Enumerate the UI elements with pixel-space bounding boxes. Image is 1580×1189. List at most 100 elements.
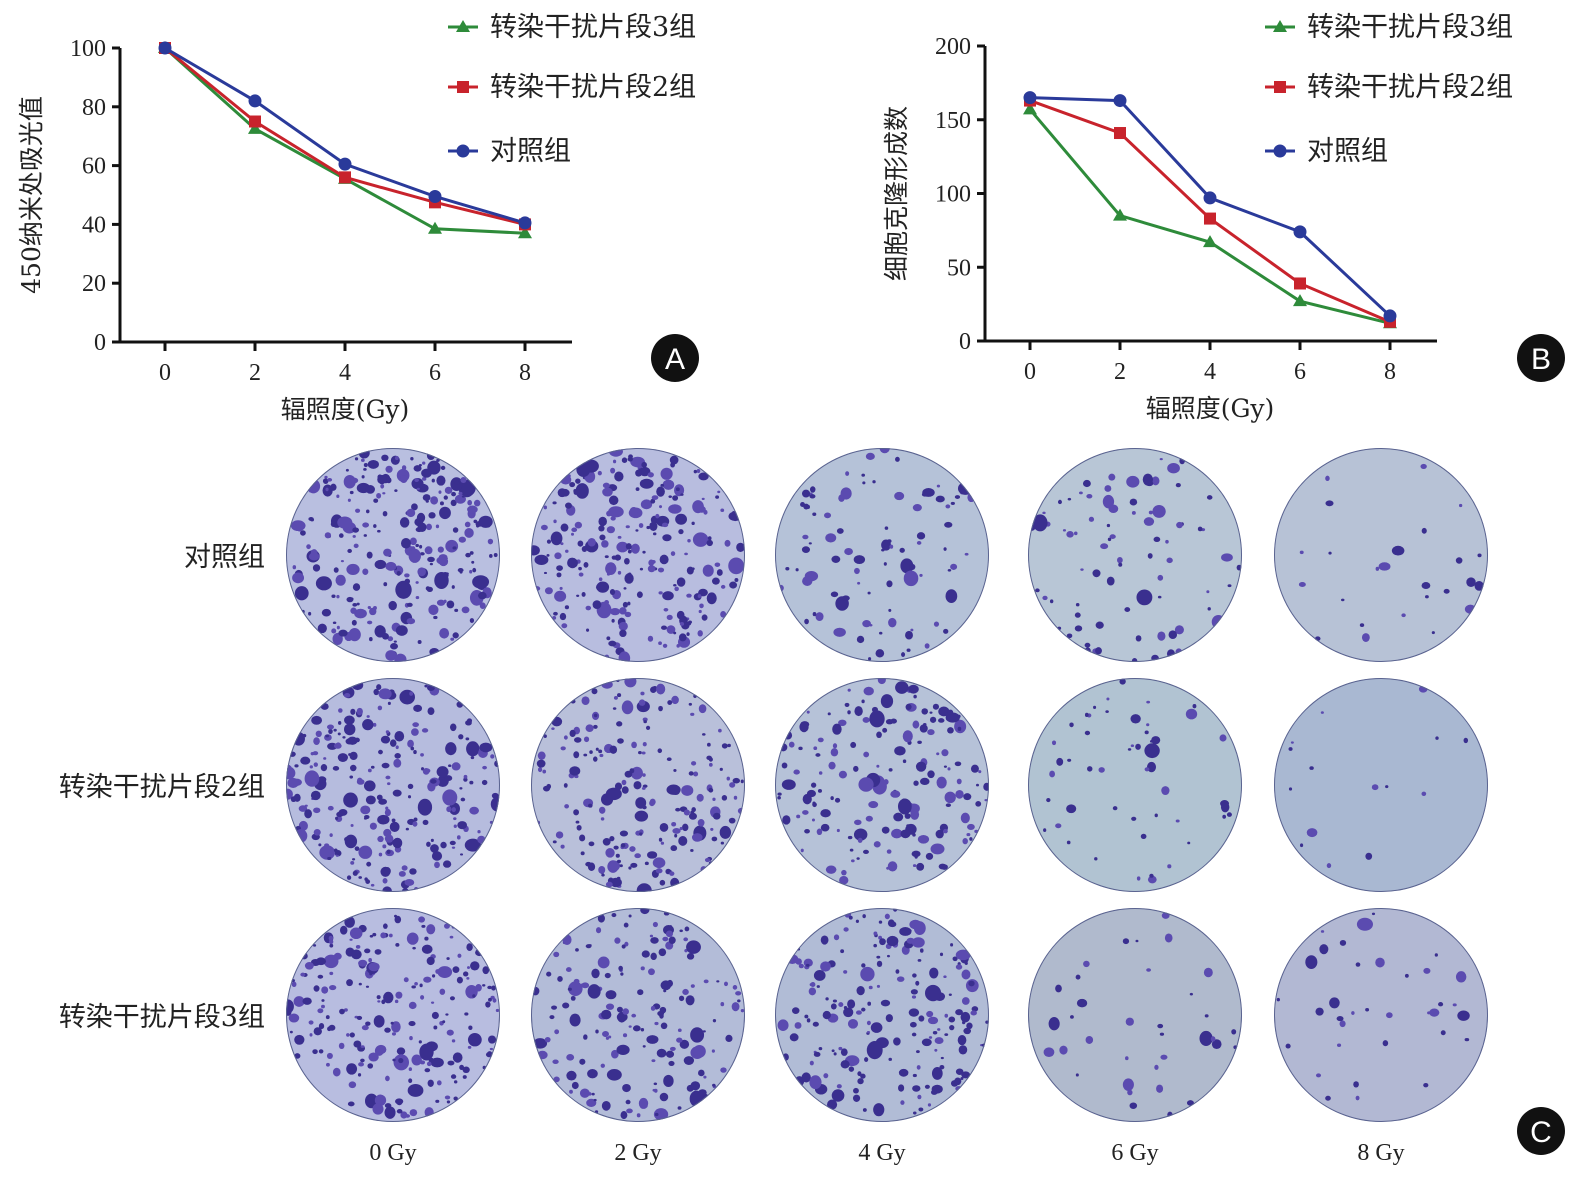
colony: [876, 960, 883, 967]
colony: [389, 739, 397, 747]
colony: [1320, 711, 1324, 714]
colony: [1425, 595, 1429, 599]
colony: [857, 837, 863, 843]
colony: [627, 549, 632, 554]
colony: [386, 849, 391, 855]
colony: [781, 762, 788, 769]
colony: [659, 505, 663, 509]
colony: [569, 729, 576, 738]
colony: [579, 834, 586, 842]
colony: [589, 750, 593, 754]
colony: [621, 457, 628, 463]
colony: [311, 715, 323, 725]
colony: [569, 481, 576, 488]
colony: [349, 927, 363, 940]
colony: [420, 995, 425, 1000]
colony: [879, 631, 883, 635]
colony: [302, 997, 312, 1005]
colony: [930, 843, 945, 855]
colony: [583, 1034, 588, 1039]
colony: [608, 640, 617, 647]
colony: [616, 859, 622, 864]
colony: [701, 614, 708, 621]
colony: [611, 913, 617, 918]
colony: [409, 868, 417, 875]
colony: [806, 789, 817, 798]
colony: [690, 984, 695, 988]
panel-badge: [651, 334, 699, 382]
colony: [1219, 734, 1227, 742]
colony: [429, 562, 433, 566]
colony: [451, 585, 455, 589]
colony: [683, 937, 689, 942]
colony: [847, 999, 856, 1009]
colony: [394, 653, 407, 662]
colony: [802, 534, 809, 540]
colony: [454, 608, 459, 613]
colony: [668, 495, 672, 498]
colony: [605, 562, 617, 576]
colony: [649, 798, 656, 806]
colony: [306, 479, 321, 494]
colony: [668, 1060, 675, 1067]
colony: [950, 501, 955, 506]
colony: [1199, 1030, 1213, 1046]
colony: [809, 486, 816, 493]
colony: [456, 835, 461, 840]
colony: [568, 981, 583, 997]
colony: [458, 536, 466, 543]
colony: [421, 924, 426, 928]
colony: [394, 489, 398, 493]
colony: [1143, 517, 1155, 526]
colony: [926, 1010, 934, 1018]
colony: [382, 844, 387, 849]
colony: [420, 753, 424, 757]
data-point: [1294, 277, 1306, 290]
colony: [691, 833, 703, 842]
colony: [354, 457, 359, 461]
colony: [308, 1020, 314, 1025]
colony: [346, 979, 353, 987]
colony: [863, 686, 874, 696]
colony: [673, 769, 677, 772]
colony: [1315, 1007, 1324, 1016]
colony: [713, 812, 721, 820]
colony: [1093, 705, 1097, 709]
colony: [288, 1013, 300, 1023]
colony: [975, 783, 979, 787]
colony: [642, 773, 646, 777]
colony: [1474, 580, 1484, 591]
colony: [300, 972, 306, 977]
colony: [358, 982, 362, 986]
colony: [294, 764, 299, 768]
column-label: 4 Gy: [858, 1140, 905, 1166]
colony: [1371, 912, 1376, 916]
series-line: [1029, 96, 1392, 318]
colony: [614, 471, 624, 482]
colony: [983, 782, 989, 791]
colony: [849, 848, 854, 852]
colony: [448, 764, 452, 767]
colony: [948, 993, 952, 996]
colony: [430, 838, 434, 843]
colony: [420, 917, 425, 921]
colony: [358, 876, 363, 879]
colony: [670, 845, 678, 852]
colony: [1067, 758, 1072, 762]
colony: [460, 853, 464, 856]
colony: [966, 833, 971, 837]
colony: [418, 464, 422, 467]
colony: [863, 751, 870, 758]
colony: [809, 494, 816, 499]
colony: [927, 729, 935, 736]
colony: [635, 469, 643, 477]
colony: [682, 823, 689, 832]
colony: [443, 495, 448, 500]
colony: [1371, 784, 1379, 791]
colony: [688, 702, 692, 706]
colony: [401, 538, 411, 549]
colony: [671, 821, 677, 827]
colony: [310, 790, 321, 801]
colony: [327, 805, 334, 811]
colony: [1129, 1102, 1138, 1109]
